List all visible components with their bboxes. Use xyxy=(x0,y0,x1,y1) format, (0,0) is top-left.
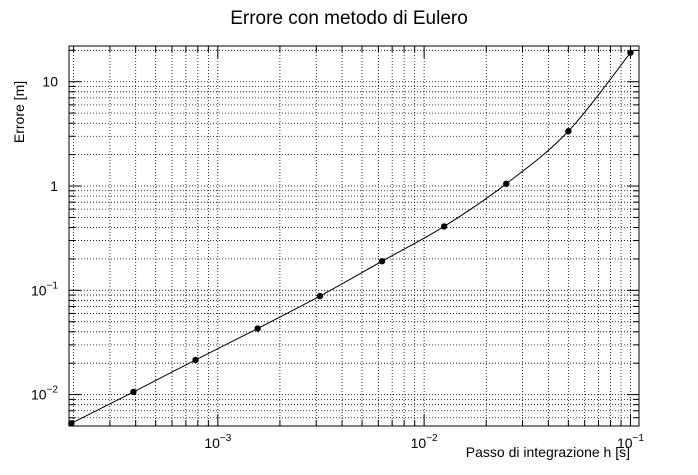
data-point xyxy=(440,223,448,230)
axis-ticks xyxy=(69,46,639,427)
series-line xyxy=(71,52,631,424)
y-tick-label: 10−2 xyxy=(31,385,58,403)
data-point xyxy=(378,258,386,265)
data-point xyxy=(192,356,199,364)
x-axis-label: Passo di integrazione h [s] xyxy=(466,444,630,460)
x-tick-label: 10−3 xyxy=(204,433,231,451)
series-markers xyxy=(68,49,634,427)
y-tick-label: 1 xyxy=(50,178,58,194)
grid xyxy=(69,46,639,427)
y-tick-label: 10−1 xyxy=(31,280,58,298)
data-point xyxy=(254,325,261,332)
data-point xyxy=(503,180,510,188)
data-point xyxy=(316,292,324,300)
tick-labels: 10−3 10−2 10−1 10−2 10−1 1 10 xyxy=(31,74,644,451)
x-tick-label: 10−1 xyxy=(617,433,644,451)
x-tick-label: 10−2 xyxy=(411,433,438,451)
data-point xyxy=(130,388,137,396)
y-axis-label: Errore [m] xyxy=(11,81,27,143)
data-point xyxy=(627,49,634,56)
data-point xyxy=(565,128,572,135)
y-tick-label: 10 xyxy=(42,74,58,90)
plot-frame xyxy=(68,45,640,427)
chart-title: Errore con metodo di Eulero xyxy=(230,8,468,29)
data-point xyxy=(68,420,75,427)
